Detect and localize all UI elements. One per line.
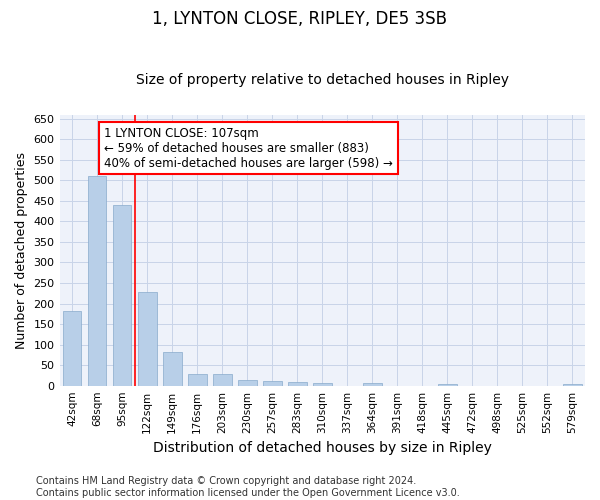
Bar [363,383,382,386]
X-axis label: Distribution of detached houses by size in Ripley: Distribution of detached houses by size … [153,441,492,455]
Bar [188,374,206,386]
Text: 1 LYNTON CLOSE: 107sqm
← 59% of detached houses are smaller (883)
40% of semi-de: 1 LYNTON CLOSE: 107sqm ← 59% of detached… [104,127,393,170]
Bar [288,382,307,386]
Bar [88,176,106,386]
Text: Contains HM Land Registry data © Crown copyright and database right 2024.
Contai: Contains HM Land Registry data © Crown c… [36,476,460,498]
Bar [163,352,182,386]
Bar [563,384,582,386]
Bar [313,383,332,386]
Bar [238,380,257,386]
Bar [263,381,281,386]
Y-axis label: Number of detached properties: Number of detached properties [15,152,28,348]
Title: Size of property relative to detached houses in Ripley: Size of property relative to detached ho… [136,73,509,87]
Bar [113,205,131,386]
Text: 1, LYNTON CLOSE, RIPLEY, DE5 3SB: 1, LYNTON CLOSE, RIPLEY, DE5 3SB [152,10,448,28]
Bar [62,310,82,386]
Bar [138,292,157,386]
Bar [438,384,457,386]
Bar [213,374,232,386]
